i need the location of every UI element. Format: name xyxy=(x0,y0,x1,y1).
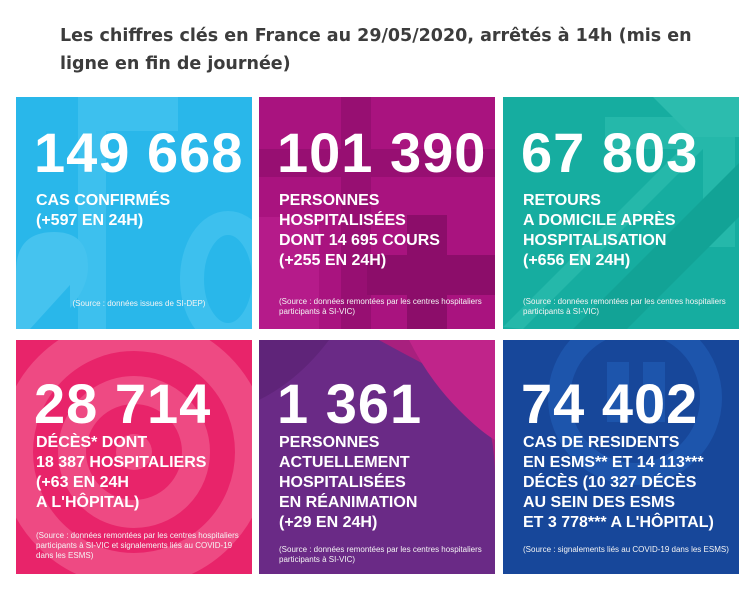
stat-line: (+255 EN 24H) xyxy=(279,252,387,269)
stat-number: 74 402 xyxy=(521,372,699,435)
stat-card-confirmed-cases: 149 668 CAS CONFIRMÉS (+597 EN 24H) (Sou… xyxy=(16,97,252,329)
stat-card-deaths: 28 714 DÉCÈS* DONT 18 387 HOSPITALIERS (… xyxy=(16,340,252,574)
stat-line: (+597 EN 24H) xyxy=(36,212,144,229)
stat-number: 67 803 xyxy=(521,121,699,184)
wave-decoration-icon xyxy=(259,340,495,574)
stat-line: EN RÉANIMATION xyxy=(279,494,418,511)
stat-description: CAS CONFIRMÉS (+597 EN 24H) xyxy=(36,191,246,231)
source-note: (Source : signalements liés au COVID-19 … xyxy=(523,545,729,554)
stat-line: EN ESMS** ET 14 113*** xyxy=(523,454,704,471)
stat-number: 149 668 xyxy=(34,121,244,184)
stat-card-returns-home: 67 803 RETOURS A DOMICILE APRÈS HOSPITAL… xyxy=(503,97,739,329)
stat-line: AU SEIN DES ESMS xyxy=(523,494,676,511)
stat-number: 1 361 xyxy=(277,372,423,435)
stat-line: PERSONNES xyxy=(279,192,380,209)
stat-line: PERSONNES xyxy=(279,434,380,451)
arrow-up-right-icon xyxy=(503,97,739,329)
stat-number: 101 390 xyxy=(277,121,487,184)
stat-line: HOSPITALISÉES xyxy=(279,212,406,229)
stat-line: CAS DE RESIDENTS xyxy=(523,434,680,451)
stat-line: A DOMICILE APRÈS xyxy=(523,212,676,229)
source-note: (Source : données remontées par les cent… xyxy=(36,531,239,560)
stat-number: 28 714 xyxy=(34,372,212,435)
stat-line: CAS CONFIRMÉS xyxy=(36,192,171,209)
stat-line: 18 387 HOSPITALIERS xyxy=(36,454,207,471)
stat-description: RETOURS A DOMICILE APRÈS HOSPITALISATION… xyxy=(523,191,733,271)
page-title: Les chiffres clés en France au 29/05/202… xyxy=(60,26,692,74)
stat-line: (+29 EN 24H) xyxy=(279,514,378,531)
plus-icon xyxy=(259,97,495,329)
stat-line: HOSPITALISATION xyxy=(523,232,667,249)
source-note: (Source : données remontées par les cent… xyxy=(279,545,482,564)
stat-line: (+656 EN 24H) xyxy=(523,252,631,269)
source-note: (Source : données issues de SI-DEP) xyxy=(72,299,206,308)
stat-line: DÉCÈS* DONT xyxy=(36,434,148,451)
source-note: (Source : données remontées par les cent… xyxy=(523,297,726,316)
stat-line: A L'HÔPITAL) xyxy=(36,494,140,511)
stat-line: RETOURS xyxy=(523,192,601,209)
stat-description: CAS DE RESIDENTS EN ESMS** ET 14 113*** … xyxy=(523,433,733,533)
stat-description: PERSONNES HOSPITALISÉES DONT 14 695 COUR… xyxy=(279,191,489,271)
stat-line: DÉCÈS (10 327 DÉCÈS xyxy=(523,474,697,491)
stat-description: PERSONNES ACTUELLEMENT HOSPITALISÉES EN … xyxy=(279,433,489,533)
stat-card-icu: 1 361 PERSONNES ACTUELLEMENT HOSPITALISÉ… xyxy=(259,340,495,574)
stat-line: (+63 EN 24H xyxy=(36,474,129,491)
background-decoration-icon xyxy=(16,97,252,329)
stat-line: DONT 14 695 COURS xyxy=(279,232,440,249)
target-rings-icon xyxy=(16,340,252,574)
stat-line: ET 3 778*** A L'HÔPITAL) xyxy=(523,514,714,531)
stat-card-esms-residents: 74 402 CAS DE RESIDENTS EN ESMS** ET 14 … xyxy=(503,340,739,574)
stat-line: HOSPITALISÉES xyxy=(279,474,406,491)
lock-circle-icon xyxy=(503,340,739,574)
stat-card-hospitalized: 101 390 PERSONNES HOSPITALISÉES DONT 14 … xyxy=(259,97,495,329)
stat-line: ACTUELLEMENT xyxy=(279,454,410,471)
source-note: (Source : données remontées par les cent… xyxy=(279,297,482,316)
stat-description: DÉCÈS* DONT 18 387 HOSPITALIERS (+63 EN … xyxy=(36,433,246,513)
